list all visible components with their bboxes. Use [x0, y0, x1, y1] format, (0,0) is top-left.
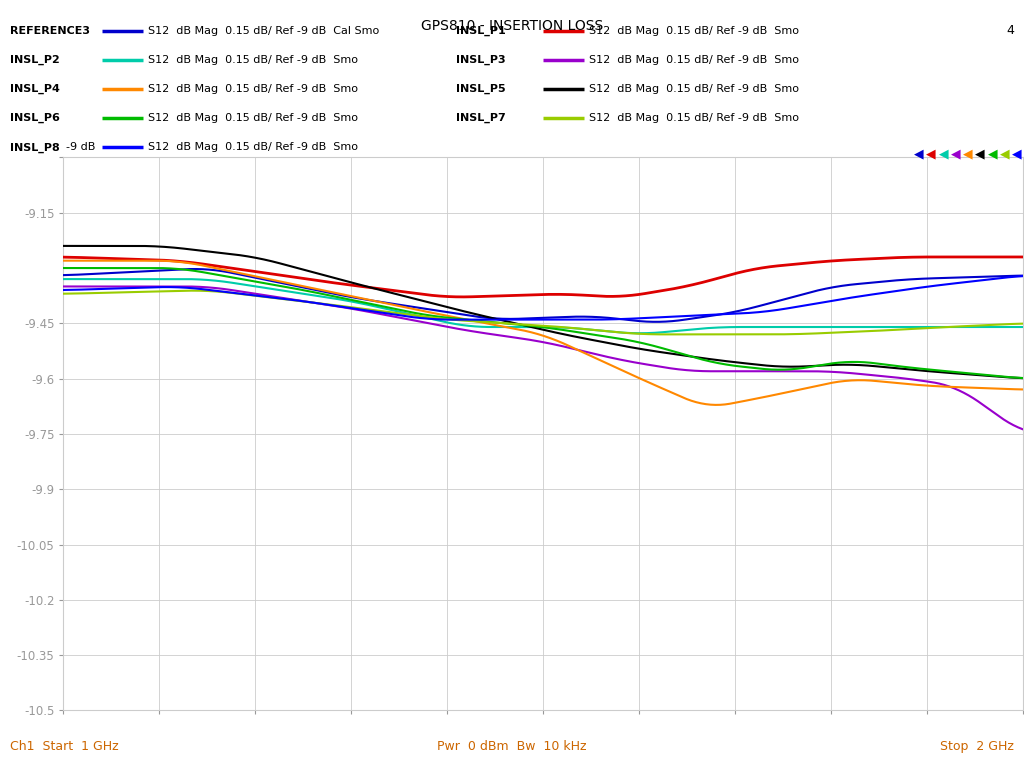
Text: -9 dB: -9 dB	[66, 142, 95, 152]
Text: INSL_P5: INSL_P5	[456, 84, 505, 94]
Text: S12  dB Mag  0.15 dB/ Ref -9 dB  Smo: S12 dB Mag 0.15 dB/ Ref -9 dB Smo	[148, 55, 358, 65]
Text: S12  dB Mag  0.15 dB/ Ref -9 dB  Smo: S12 dB Mag 0.15 dB/ Ref -9 dB Smo	[589, 84, 799, 94]
Text: ◀: ◀	[927, 147, 936, 160]
Text: INSL_P2: INSL_P2	[10, 55, 60, 65]
Text: ◀: ◀	[964, 147, 973, 160]
Text: INSL_P6: INSL_P6	[10, 113, 60, 124]
Text: INSL_P7: INSL_P7	[456, 113, 506, 124]
Text: Stop  2 GHz: Stop 2 GHz	[940, 740, 1014, 753]
Text: 4: 4	[1006, 25, 1014, 37]
Text: S12  dB Mag  0.15 dB/ Ref -9 dB  Smo: S12 dB Mag 0.15 dB/ Ref -9 dB Smo	[589, 113, 799, 124]
Text: Ch1  Start  1 GHz: Ch1 Start 1 GHz	[10, 740, 119, 753]
Text: REFERENCE3: REFERENCE3	[10, 25, 90, 36]
Text: ◀: ◀	[1013, 147, 1022, 160]
Text: S12  dB Mag  0.15 dB/ Ref -9 dB  Smo: S12 dB Mag 0.15 dB/ Ref -9 dB Smo	[148, 113, 358, 124]
Text: ◀: ◀	[939, 147, 948, 160]
Text: S12  dB Mag  0.15 dB/ Ref -9 dB  Cal Smo: S12 dB Mag 0.15 dB/ Ref -9 dB Cal Smo	[148, 25, 380, 36]
Text: ◀: ◀	[988, 147, 997, 160]
Text: INSL_P4: INSL_P4	[10, 84, 60, 94]
Text: ◀: ◀	[1000, 147, 1010, 160]
Text: GPS810 - INSERTION LOSS: GPS810 - INSERTION LOSS	[421, 19, 603, 33]
Text: Pwr  0 dBm  Bw  10 kHz: Pwr 0 dBm Bw 10 kHz	[437, 740, 587, 753]
Text: ◀: ◀	[976, 147, 985, 160]
Text: INSL_P8: INSL_P8	[10, 142, 60, 153]
Text: S12  dB Mag  0.15 dB/ Ref -9 dB  Smo: S12 dB Mag 0.15 dB/ Ref -9 dB Smo	[148, 142, 358, 153]
Text: S12  dB Mag  0.15 dB/ Ref -9 dB  Smo: S12 dB Mag 0.15 dB/ Ref -9 dB Smo	[589, 55, 799, 65]
Text: INSL_P3: INSL_P3	[456, 55, 505, 65]
Text: ◀: ◀	[914, 147, 924, 160]
Text: S12  dB Mag  0.15 dB/ Ref -9 dB  Smo: S12 dB Mag 0.15 dB/ Ref -9 dB Smo	[589, 25, 799, 36]
Text: S12  dB Mag  0.15 dB/ Ref -9 dB  Smo: S12 dB Mag 0.15 dB/ Ref -9 dB Smo	[148, 84, 358, 94]
Text: ◀: ◀	[951, 147, 961, 160]
Text: INSL_P1: INSL_P1	[456, 25, 506, 36]
